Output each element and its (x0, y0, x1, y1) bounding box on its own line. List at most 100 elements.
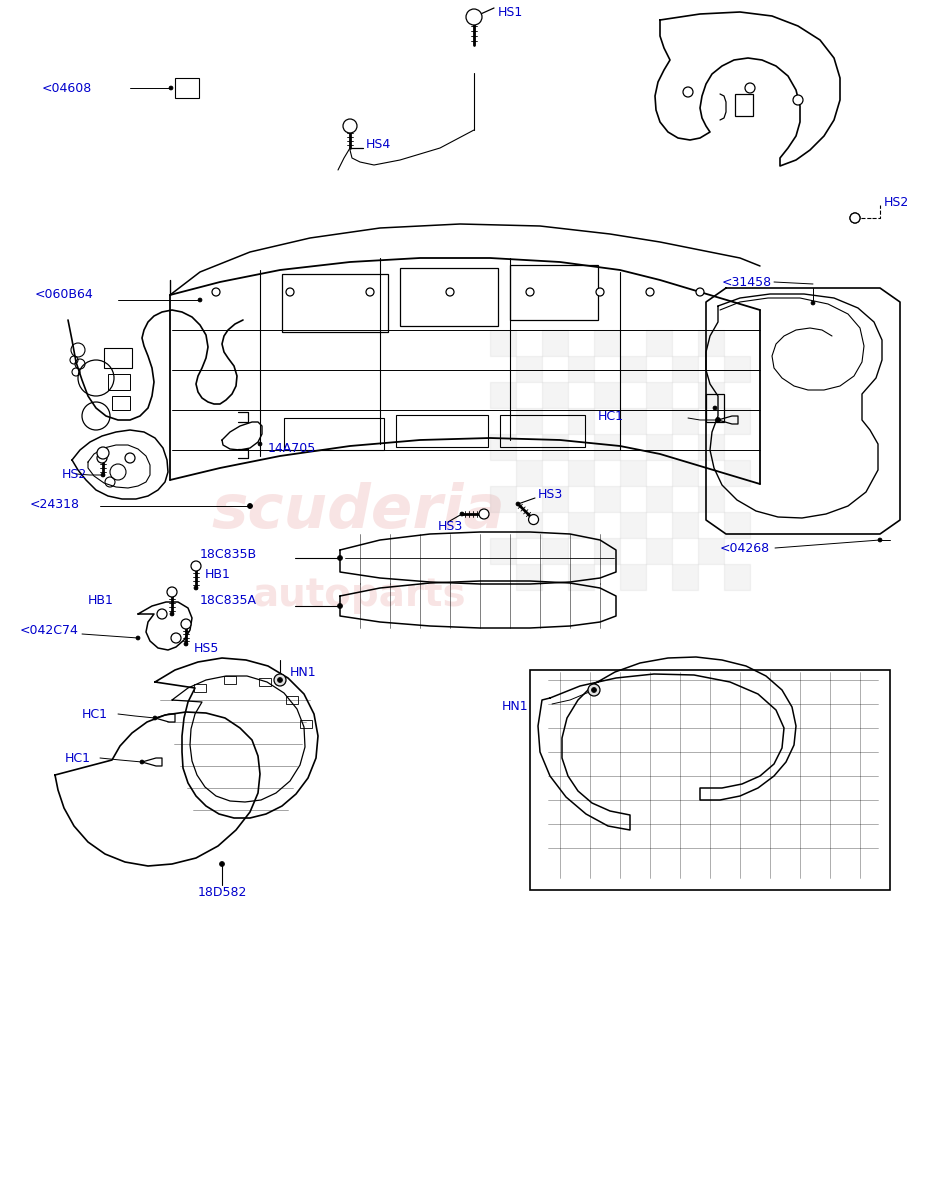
Circle shape (716, 418, 720, 422)
Text: HC1: HC1 (598, 409, 624, 422)
Circle shape (184, 642, 188, 646)
Circle shape (811, 301, 815, 305)
Circle shape (646, 288, 654, 296)
Bar (672, 356, 698, 382)
Bar (594, 382, 620, 408)
Bar (646, 538, 672, 564)
Circle shape (170, 612, 174, 616)
Circle shape (446, 288, 454, 296)
Bar (594, 486, 620, 512)
Bar (284, 418, 384, 450)
Circle shape (526, 288, 534, 296)
Bar (594, 538, 620, 564)
Text: 18D582: 18D582 (197, 886, 246, 899)
Circle shape (878, 538, 882, 542)
Bar (490, 330, 516, 356)
Text: <060B64: <060B64 (35, 288, 93, 300)
Bar (594, 434, 620, 460)
Bar (620, 356, 646, 382)
Bar (516, 408, 542, 434)
Circle shape (171, 634, 181, 643)
Bar (194, 684, 206, 692)
Text: HS5: HS5 (194, 642, 219, 654)
Circle shape (220, 862, 225, 866)
Bar (724, 408, 750, 434)
Circle shape (278, 678, 282, 683)
Text: HB1: HB1 (205, 569, 231, 582)
Text: HC1: HC1 (82, 708, 108, 720)
Circle shape (460, 512, 464, 516)
Bar (400, 268, 498, 326)
Bar (698, 330, 724, 356)
Bar (104, 348, 132, 368)
Circle shape (248, 504, 252, 508)
Text: <24318: <24318 (30, 498, 80, 510)
Bar (735, 94, 753, 116)
Circle shape (683, 86, 693, 97)
Bar (500, 415, 585, 446)
Bar (516, 564, 542, 590)
Text: HS4: HS4 (366, 138, 391, 150)
Circle shape (366, 288, 374, 296)
Bar (620, 460, 646, 486)
Bar (516, 356, 542, 382)
Circle shape (850, 214, 860, 223)
Circle shape (181, 619, 191, 629)
Bar (568, 356, 594, 382)
Circle shape (338, 604, 343, 608)
Circle shape (157, 608, 167, 619)
Bar (396, 415, 488, 446)
Circle shape (850, 214, 860, 223)
Circle shape (529, 515, 539, 524)
Bar (706, 394, 724, 422)
Bar (516, 512, 542, 538)
Circle shape (167, 587, 177, 596)
Bar (698, 486, 724, 512)
Bar (542, 330, 568, 356)
Text: <04268: <04268 (720, 541, 770, 554)
Bar (698, 434, 724, 460)
Circle shape (588, 684, 600, 696)
Circle shape (153, 716, 157, 720)
Circle shape (479, 509, 489, 518)
Bar (568, 408, 594, 434)
Circle shape (286, 288, 294, 296)
Text: HS2: HS2 (62, 468, 87, 480)
Bar (620, 408, 646, 434)
Bar (568, 564, 594, 590)
Bar (724, 512, 750, 538)
Bar (490, 538, 516, 564)
Bar (698, 382, 724, 408)
Text: HS1: HS1 (498, 6, 523, 18)
Bar (542, 538, 568, 564)
Bar (490, 434, 516, 460)
Bar (542, 434, 568, 460)
Bar (224, 676, 236, 684)
Circle shape (140, 760, 144, 764)
Bar (724, 356, 750, 382)
Circle shape (592, 688, 597, 692)
Circle shape (343, 119, 357, 133)
Bar (594, 330, 620, 356)
Bar (112, 396, 130, 410)
Circle shape (466, 8, 482, 25)
Circle shape (191, 560, 201, 571)
Circle shape (97, 452, 107, 463)
Bar (108, 374, 130, 390)
Circle shape (713, 406, 717, 410)
Bar (542, 486, 568, 512)
Circle shape (745, 83, 755, 92)
Bar (620, 564, 646, 590)
Text: scuderia: scuderia (211, 482, 506, 541)
Text: 18C835A: 18C835A (200, 594, 257, 606)
Circle shape (212, 288, 220, 296)
Text: autoparts: autoparts (252, 576, 465, 614)
Circle shape (198, 298, 202, 302)
Bar (620, 512, 646, 538)
Bar (698, 538, 724, 564)
Text: HN1: HN1 (502, 700, 529, 713)
Text: HS2: HS2 (884, 196, 909, 209)
Circle shape (97, 446, 109, 458)
Bar (490, 382, 516, 408)
Bar (672, 408, 698, 434)
